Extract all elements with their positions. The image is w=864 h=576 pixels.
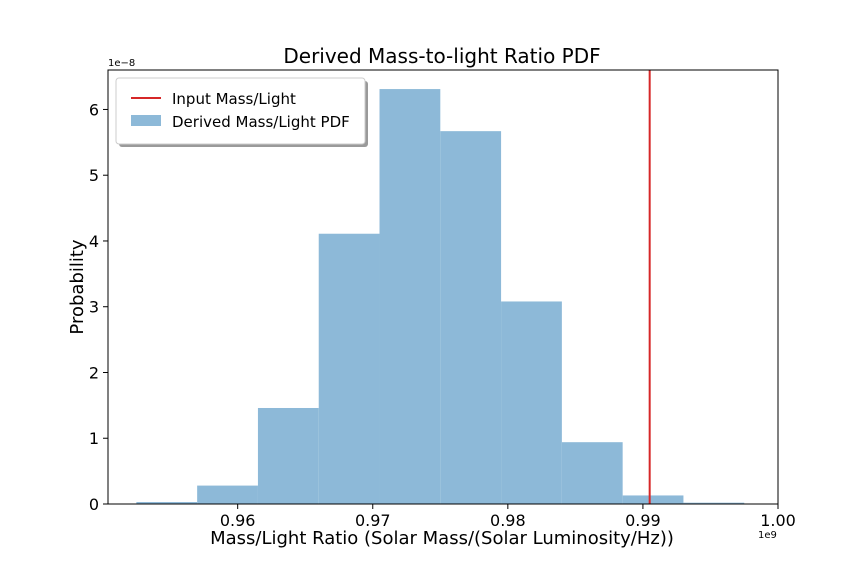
histogram-bar [683,502,745,504]
histogram-bar [197,485,258,504]
histogram-bar [622,495,684,504]
y-tick-label: 6 [89,100,99,119]
x-offset-label: 1e9 [758,530,777,541]
y-tick-label: 5 [89,166,99,185]
legend-entry-input: Input Mass/Light [172,90,296,108]
x-tick-label: 0.97 [355,511,391,530]
histogram-bar [318,233,380,504]
histogram-bar [379,89,441,504]
y-axis-label: Probability [67,239,88,334]
x-tick-label: 1.00 [760,511,796,530]
histogram-bars [136,89,745,504]
legend-entry-derived: Derived Mass/Light PDF [172,113,350,131]
histogram-bar [561,442,623,504]
x-tick-label: 0.99 [625,511,661,530]
x-axis-label: Mass/Light Ratio (Solar Mass/(Solar Lumi… [210,528,674,549]
histogram-bar [257,407,319,504]
y-tick-label: 0 [89,495,99,514]
x-tick-label: 0.96 [220,511,256,530]
y-tick-label: 1 [89,429,99,448]
legend: Input Mass/Light Derived Mass/Light PDF [115,77,368,147]
histogram-bar [136,502,198,504]
legend-patch-swatch [131,115,161,126]
histogram-bar [440,131,502,504]
y-tick-label: 2 [89,363,99,382]
chart-title: Derived Mass-to-light Ratio PDF [283,44,600,68]
legend-box [115,77,366,145]
x-tick-label: 0.98 [490,511,526,530]
y-axis-ticks: 0 1 2 3 4 5 6 [89,100,108,514]
histogram-bar [501,301,562,504]
y-tick-label: 4 [89,232,99,251]
plot-frame [107,69,779,505]
y-offset-label: 1e−8 [108,58,135,69]
x-axis-ticks: 0.96 0.97 0.98 0.99 1.00 [220,504,796,530]
y-tick-label: 3 [89,298,99,317]
